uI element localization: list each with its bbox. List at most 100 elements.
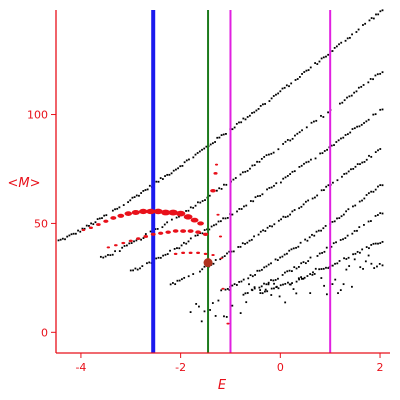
data-point — [274, 279, 277, 281]
data-point — [99, 255, 102, 258]
data-point — [350, 168, 352, 171]
data-point — [118, 250, 121, 252]
data-point — [187, 240, 190, 243]
data-point — [118, 206, 121, 209]
data-point — [244, 118, 247, 121]
data-point — [253, 164, 256, 167]
data-point — [338, 260, 341, 262]
data-point — [310, 121, 313, 124]
data-point — [223, 315, 225, 318]
data-point — [336, 179, 339, 182]
data-point — [335, 45, 338, 48]
data-point — [305, 126, 308, 129]
data-point — [259, 194, 262, 197]
data-point — [314, 157, 317, 160]
data-point — [135, 194, 138, 197]
data-point — [346, 96, 348, 99]
data-point — [293, 266, 296, 269]
y-tick-label: 100 — [27, 109, 48, 122]
data-point — [288, 269, 291, 272]
data-point — [263, 266, 266, 269]
data-point — [323, 189, 325, 191]
highlight-points — [81, 163, 230, 325]
data-point — [322, 116, 325, 118]
highlight-point — [110, 216, 117, 220]
data-point — [273, 184, 275, 187]
data-point — [309, 292, 312, 295]
data-point — [363, 197, 366, 200]
data-point — [161, 226, 164, 229]
data-point — [350, 94, 353, 97]
data-point — [85, 224, 88, 227]
data-point — [259, 230, 262, 233]
data-point — [235, 122, 238, 125]
data-point — [318, 60, 321, 63]
data-point — [381, 212, 384, 215]
data-point — [262, 229, 264, 232]
data-point — [277, 148, 280, 151]
data-point — [291, 270, 293, 273]
data-point — [347, 170, 350, 173]
data-point — [270, 186, 273, 189]
data-point — [364, 260, 367, 263]
data-point — [235, 284, 238, 286]
data-point — [266, 290, 269, 293]
data-point — [365, 158, 368, 161]
data-point — [292, 247, 295, 250]
data-point — [313, 273, 316, 275]
data-point — [381, 9, 384, 12]
data-point — [286, 175, 289, 177]
data-point — [294, 134, 296, 137]
highlight-point — [214, 163, 219, 166]
data-point — [241, 242, 244, 245]
data-point — [208, 228, 211, 231]
data-point — [128, 242, 131, 245]
data-point — [312, 271, 314, 274]
data-point — [182, 241, 185, 244]
x-tick-label: 0 — [277, 361, 284, 374]
highlight-point — [175, 210, 186, 217]
data-point — [253, 287, 256, 290]
data-point — [362, 84, 365, 86]
data-point — [259, 289, 262, 291]
data-point — [303, 276, 306, 279]
data-point — [325, 293, 328, 296]
data-point — [198, 305, 200, 308]
data-point — [286, 215, 289, 218]
data-point — [238, 281, 241, 283]
data-point — [372, 242, 375, 245]
data-point — [256, 195, 259, 197]
data-point — [285, 84, 288, 87]
data-point — [323, 250, 326, 253]
data-point — [104, 255, 107, 258]
data-point — [346, 234, 349, 237]
data-point — [226, 287, 229, 290]
data-point — [308, 236, 311, 239]
data-point — [61, 237, 64, 240]
data-point — [326, 148, 328, 151]
data-point — [268, 187, 271, 189]
highlight-point — [131, 210, 140, 216]
data-point — [316, 255, 319, 257]
data-point — [348, 95, 351, 98]
data-point — [192, 206, 195, 209]
data-point — [381, 184, 384, 187]
data-point — [172, 282, 174, 284]
data-point — [300, 164, 303, 167]
data-point — [248, 239, 251, 242]
data-point — [330, 144, 333, 147]
vertical-lines — [151, 10, 332, 353]
data-point — [264, 230, 267, 232]
data-point — [144, 233, 147, 235]
data-point — [368, 247, 370, 250]
highlight-point — [117, 213, 125, 218]
data-point — [319, 152, 322, 155]
data-point — [309, 66, 312, 69]
data-point — [316, 63, 319, 65]
data-point — [188, 158, 190, 161]
data-point — [176, 279, 179, 282]
data-point — [248, 283, 250, 286]
data-point — [318, 252, 321, 255]
data-point — [346, 37, 349, 40]
data-point — [268, 225, 271, 227]
